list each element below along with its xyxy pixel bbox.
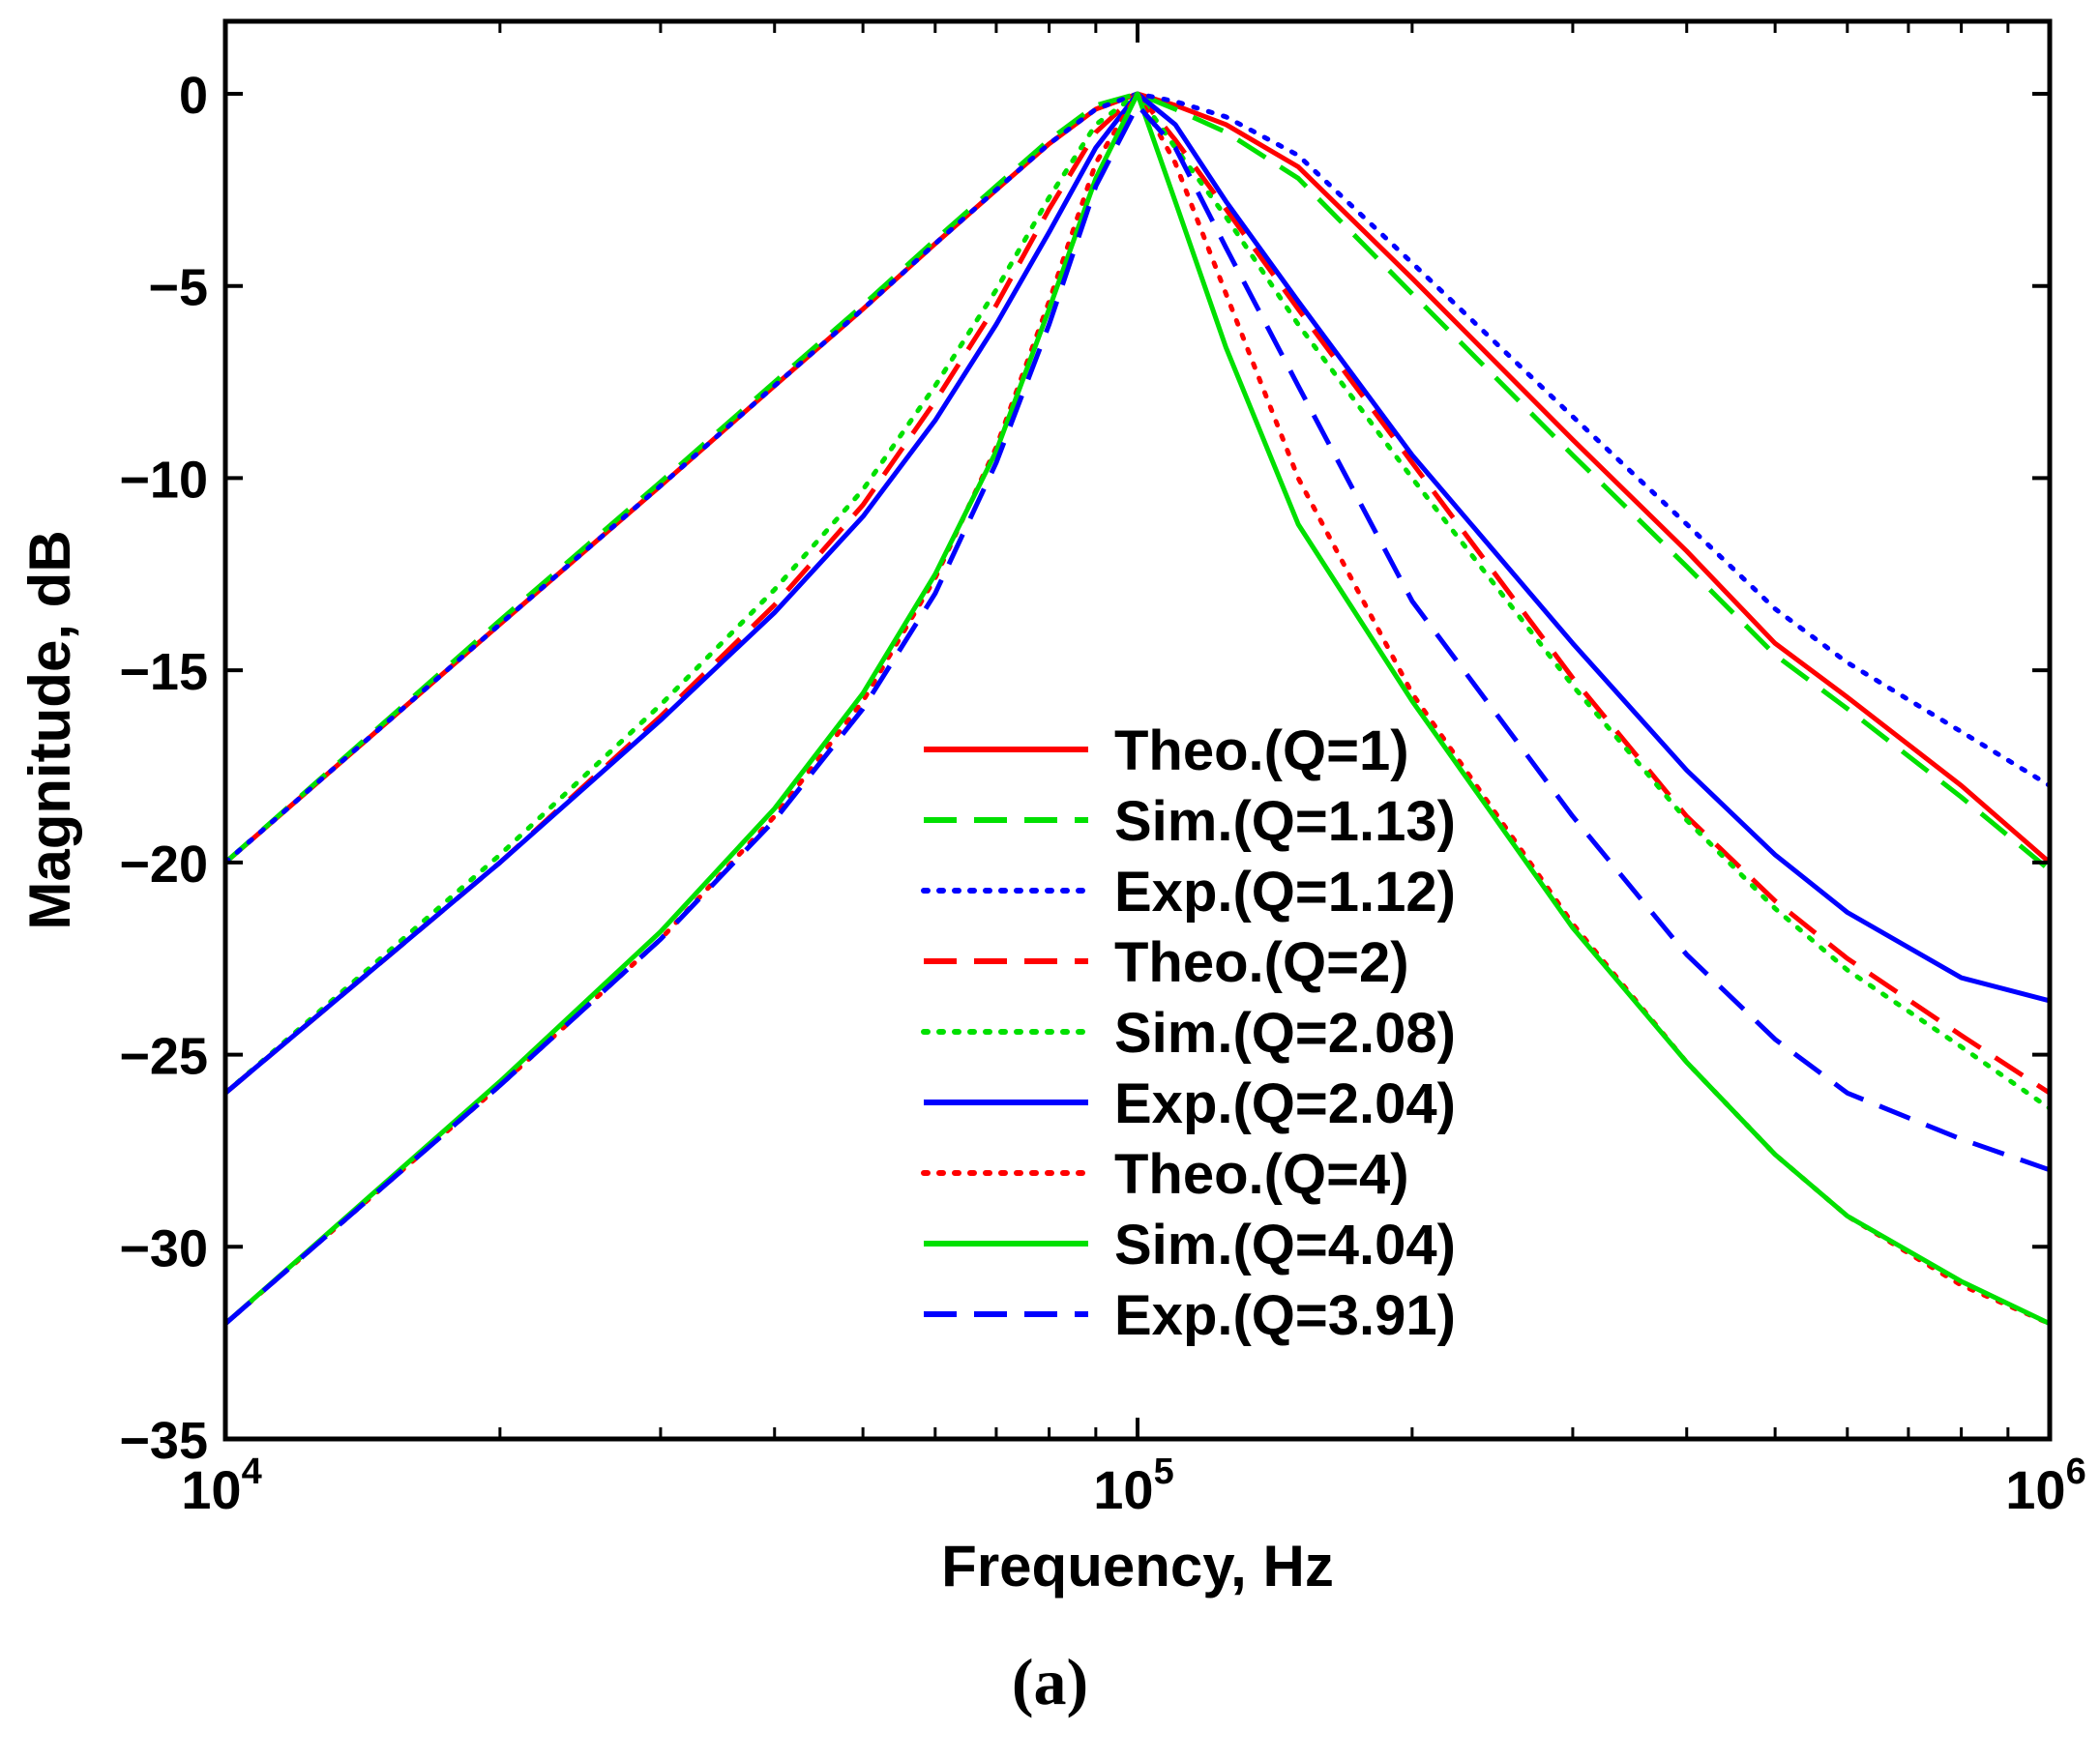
series-line-6 xyxy=(223,91,2051,1096)
series-line-5 xyxy=(222,91,2053,1111)
legend-label-5: Sim.(Q=2.08) xyxy=(1114,1002,1456,1065)
legend-label-7: Theo.(Q=4) xyxy=(1114,1143,1409,1206)
y-tick-label: −15 xyxy=(119,643,208,701)
x-axis-label: Frequency, Hz xyxy=(941,1534,1334,1599)
figure-caption: (a) xyxy=(1011,1645,1089,1718)
legend-label-2: Sim.(Q=1.13) xyxy=(1114,790,1456,853)
series-line-9 xyxy=(223,103,2051,1326)
y-tick-label: −35 xyxy=(119,1412,208,1470)
series-line-4 xyxy=(223,91,2052,1096)
series-line-7 xyxy=(222,91,2053,1327)
y-tick-label: −5 xyxy=(148,259,208,317)
legend-label-3: Exp.(Q=1.12) xyxy=(1114,861,1456,924)
legend: Theo.(Q=1) Sim.(Q=1.13) Exp.(Q=1.12) Theo.(… xyxy=(921,719,1456,1347)
series-line-3 xyxy=(222,91,2053,865)
series-line-8 xyxy=(223,91,2052,1327)
legend-label-4: Theo.(Q=2) xyxy=(1114,931,1409,994)
y-tick-label: −25 xyxy=(119,1028,208,1086)
legend-label-9: Exp.(Q=3.91) xyxy=(1114,1284,1456,1347)
x-tick-label: 105 xyxy=(1093,1452,1173,1520)
legend-label-8: Sim.(Q=4.04) xyxy=(1114,1214,1456,1276)
y-tick-label: −10 xyxy=(119,451,208,509)
y-tick-label: −30 xyxy=(119,1219,208,1277)
y-tick-label: −20 xyxy=(119,836,208,894)
x-tick-label: 104 xyxy=(181,1452,261,1520)
legend-label-1: Theo.(Q=1) xyxy=(1114,719,1409,782)
y-tick-label: 0 xyxy=(179,67,208,125)
series-line-2 xyxy=(223,91,2052,872)
y-axis-label: Magnitude, dB xyxy=(17,530,82,929)
series-layer xyxy=(222,91,2053,1327)
legend-label-6: Exp.(Q=2.04) xyxy=(1114,1072,1456,1135)
x-tick-label: 106 xyxy=(2005,1452,2085,1520)
